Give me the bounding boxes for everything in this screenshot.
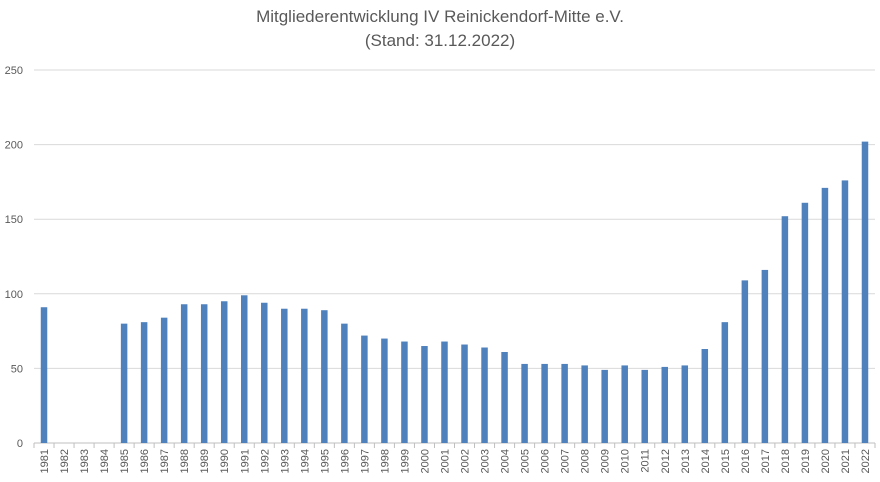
x-tick-label: 2017 bbox=[760, 449, 772, 473]
bar bbox=[701, 349, 709, 443]
x-tick-label: 1996 bbox=[339, 449, 351, 473]
x-tick-label: 2008 bbox=[580, 449, 592, 473]
bar bbox=[741, 280, 749, 443]
bar bbox=[401, 341, 408, 443]
x-tick-label: 2006 bbox=[540, 449, 552, 473]
x-tick-label: 2021 bbox=[840, 449, 852, 473]
x-tick-label: 2012 bbox=[660, 449, 672, 473]
bar bbox=[721, 322, 729, 443]
x-tick-label: 1994 bbox=[299, 449, 311, 473]
x-tick-label: 1990 bbox=[219, 449, 231, 473]
bar bbox=[821, 187, 829, 443]
x-tick-label: 1981 bbox=[39, 449, 51, 473]
bar bbox=[481, 347, 488, 443]
x-tick-label: 1982 bbox=[59, 449, 71, 473]
y-tick-label: 150 bbox=[5, 214, 23, 226]
x-tick-label: 1992 bbox=[259, 449, 271, 473]
bar bbox=[381, 338, 388, 443]
x-tick-label: 2016 bbox=[740, 449, 752, 473]
bar bbox=[641, 369, 648, 443]
bar bbox=[761, 269, 769, 443]
x-tick-label: 2018 bbox=[780, 449, 792, 473]
bar bbox=[541, 363, 548, 443]
bar bbox=[321, 310, 328, 443]
bar bbox=[341, 323, 348, 443]
bar bbox=[841, 180, 849, 443]
x-tick-label: 2019 bbox=[800, 449, 812, 473]
x-tick-label: 2010 bbox=[620, 449, 632, 473]
x-tick-label: 2015 bbox=[720, 449, 732, 473]
x-tick-label: 1995 bbox=[319, 449, 331, 473]
bar bbox=[200, 304, 208, 443]
x-tick-label: 2022 bbox=[860, 449, 872, 473]
bar bbox=[441, 341, 448, 443]
y-tick-label: 0 bbox=[17, 438, 23, 450]
x-tick-label: 2011 bbox=[640, 449, 652, 473]
y-tick-label: 250 bbox=[5, 65, 23, 77]
bar bbox=[861, 141, 869, 443]
bar bbox=[160, 317, 168, 443]
x-tick-label: 1993 bbox=[279, 449, 291, 473]
x-tick-label: 2004 bbox=[500, 449, 512, 473]
x-tick-label: 2001 bbox=[439, 449, 451, 473]
x-tick-label: 2014 bbox=[700, 449, 712, 473]
y-tick-label: 200 bbox=[5, 140, 23, 152]
chart-subtitle: (Stand: 31.12.2022) bbox=[364, 31, 516, 50]
bar bbox=[180, 304, 188, 443]
x-tick-label: 1998 bbox=[379, 449, 391, 473]
bar bbox=[521, 363, 528, 443]
x-tick-label: 2000 bbox=[419, 449, 431, 473]
bar bbox=[601, 369, 608, 443]
bar bbox=[281, 308, 288, 443]
bar bbox=[581, 365, 588, 443]
x-tick-label: 1985 bbox=[119, 449, 131, 473]
x-tick-label: 1991 bbox=[239, 449, 251, 473]
bar bbox=[561, 363, 568, 443]
x-tick-label: 1999 bbox=[399, 449, 411, 473]
y-tick-label: 50 bbox=[11, 363, 23, 375]
bar bbox=[461, 344, 468, 443]
bar bbox=[421, 346, 428, 443]
bar bbox=[261, 302, 268, 443]
x-tick-label: 2009 bbox=[600, 449, 612, 473]
x-tick-label: 2002 bbox=[460, 449, 472, 473]
bar bbox=[501, 351, 508, 443]
bar bbox=[301, 308, 308, 443]
x-tick-label: 1986 bbox=[139, 449, 151, 473]
x-tick-label: 1984 bbox=[99, 449, 111, 473]
bar bbox=[661, 366, 668, 443]
x-tick-label: 1988 bbox=[179, 449, 191, 473]
bar bbox=[120, 323, 128, 443]
x-tick-label: 2005 bbox=[520, 449, 532, 473]
x-tick-label: 1997 bbox=[359, 449, 371, 473]
bar bbox=[361, 335, 368, 443]
x-tick-label: 2020 bbox=[820, 449, 832, 473]
x-tick-label: 2007 bbox=[560, 449, 572, 473]
y-tick-label: 100 bbox=[5, 289, 23, 301]
bar bbox=[40, 307, 48, 443]
chart-title: Mitgliederentwicklung IV Reinickendorf-M… bbox=[256, 7, 624, 26]
x-tick-label: 1989 bbox=[199, 449, 211, 473]
x-tick-label: 2013 bbox=[680, 449, 692, 473]
bar bbox=[220, 301, 228, 443]
bar bbox=[140, 322, 148, 443]
bar bbox=[781, 216, 789, 443]
bar bbox=[801, 202, 809, 443]
bar bbox=[241, 295, 248, 443]
bar bbox=[621, 365, 628, 443]
x-tick-label: 1987 bbox=[159, 449, 171, 473]
bar bbox=[681, 365, 689, 443]
x-tick-label: 1983 bbox=[79, 449, 91, 473]
x-tick-label: 2003 bbox=[480, 449, 492, 473]
